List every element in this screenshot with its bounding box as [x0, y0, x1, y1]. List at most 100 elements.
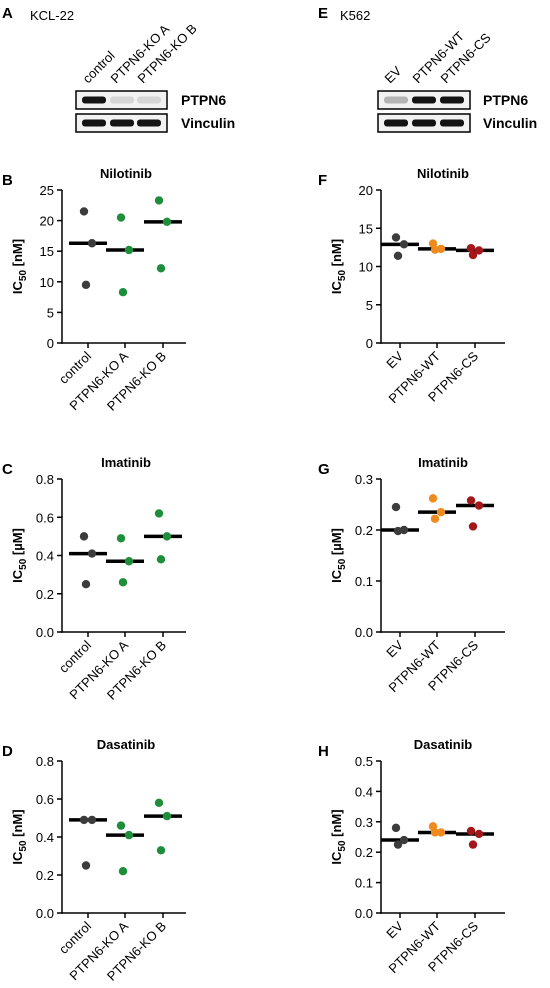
data-point — [428, 494, 438, 503]
panel-letter: F — [318, 172, 327, 189]
y-tick-label: 0 — [47, 336, 54, 351]
chart-panel-D: D Dasatinib0.00.20.40.60.8controlPTPN6-KO… — [2, 737, 186, 984]
panel-letter: E — [318, 5, 328, 22]
data-point — [399, 835, 409, 845]
data-point — [124, 245, 134, 255]
data-point — [436, 828, 446, 837]
blot-band — [384, 96, 408, 104]
chart-title: Imatinib — [101, 455, 151, 470]
data-point — [79, 815, 89, 825]
y-axis-label-subscript: 50 — [337, 270, 348, 282]
data-point — [162, 811, 172, 821]
data-point — [79, 532, 89, 541]
data-point — [116, 534, 126, 543]
data-point — [118, 867, 128, 876]
data-point — [81, 280, 91, 290]
data-point — [399, 240, 409, 249]
y-axis-label-main: IC — [10, 569, 25, 583]
y-tick-label: 0.2 — [36, 587, 54, 602]
y-tick-label: 0.6 — [36, 792, 54, 807]
x-tick-label: EV — [383, 348, 406, 371]
y-axis-label: IC50 [nM] — [10, 239, 29, 294]
chart-panel-F: F Nilotinib05101520EVPTPN6-WTPTPN6-CSIC50… — [318, 166, 505, 406]
data-point — [393, 251, 403, 260]
data-point — [87, 815, 97, 825]
band-label: PTPN6 — [483, 92, 528, 108]
data-point — [116, 213, 126, 222]
panel-letter: A — [2, 5, 13, 22]
y-tick-label: 0.8 — [36, 472, 54, 487]
y-axis-label-subscript: 50 — [18, 840, 29, 852]
cell-line-label: K562 — [340, 8, 370, 23]
y-axis-label-main: IC — [329, 851, 344, 865]
y-tick-label: 5 — [366, 298, 373, 313]
y-tick-label: 0.3 — [355, 472, 373, 487]
data-point — [156, 846, 166, 855]
blot-band — [110, 119, 134, 127]
blot-band — [82, 96, 106, 104]
y-tick-label: 0.4 — [36, 549, 54, 564]
panel-letter: G — [318, 461, 330, 478]
blot-band — [384, 119, 408, 127]
blot-band — [137, 96, 161, 104]
lane-label: EV — [382, 63, 405, 86]
y-axis-label: IC50 [nM] — [329, 809, 348, 864]
chart-title: Nilotinib — [100, 166, 152, 181]
chart-title: Dasatinib — [97, 737, 156, 752]
y-tick-label: 0.2 — [355, 523, 373, 538]
blot-band — [412, 119, 436, 127]
y-axis-label: IC50 [nM] — [329, 239, 348, 294]
blot-band — [440, 96, 464, 104]
y-tick-label: 5 — [47, 305, 54, 320]
y-axis-label-subscript: 50 — [18, 270, 29, 282]
data-point — [468, 522, 478, 531]
data-point — [81, 861, 91, 870]
panel-letter: B — [2, 172, 13, 189]
data-point — [468, 840, 478, 849]
blot-band — [82, 119, 106, 127]
data-point — [468, 250, 478, 260]
y-tick-label: 20 — [40, 214, 54, 229]
y-tick-label: 0.0 — [36, 906, 54, 921]
y-axis-label-main: IC — [10, 851, 25, 865]
y-axis-label-unit: [nM] — [10, 239, 25, 270]
data-point — [474, 829, 484, 839]
y-tick-label: 0.4 — [36, 830, 54, 845]
x-tick-label: EV — [383, 637, 406, 660]
data-point — [162, 532, 172, 541]
data-point — [474, 246, 484, 255]
y-tick-label: 0.6 — [36, 510, 54, 525]
data-point — [154, 509, 164, 518]
y-axis-label-unit: [nM] — [329, 809, 344, 840]
y-tick-label: 0.5 — [355, 754, 373, 769]
y-tick-label: 20 — [359, 183, 373, 198]
y-tick-label: 10 — [40, 275, 54, 290]
x-tick-label: EV — [383, 918, 406, 941]
data-point — [436, 507, 446, 517]
data-point — [466, 243, 476, 253]
data-point — [154, 798, 164, 807]
y-tick-label: 0.1 — [355, 574, 373, 589]
chart-title: Dasatinib — [414, 737, 473, 752]
data-point — [430, 828, 440, 837]
y-tick-label: 15 — [359, 221, 373, 236]
data-point — [87, 239, 97, 248]
data-point — [118, 578, 128, 587]
y-axis-label-unit: [nM] — [10, 809, 25, 840]
y-axis-label-subscript: 50 — [337, 558, 348, 570]
data-point — [156, 555, 166, 564]
chart-title: Imatinib — [418, 455, 468, 470]
data-point — [87, 549, 97, 558]
y-axis-label: IC50 [µM] — [10, 528, 29, 583]
data-point — [393, 526, 403, 536]
y-axis-label-main: IC — [329, 569, 344, 583]
y-axis-label-subscript: 50 — [18, 558, 29, 570]
data-point — [391, 502, 401, 512]
band-label: Vinculin — [181, 115, 235, 131]
panel-letter: D — [2, 743, 13, 760]
blot-band — [440, 119, 464, 127]
